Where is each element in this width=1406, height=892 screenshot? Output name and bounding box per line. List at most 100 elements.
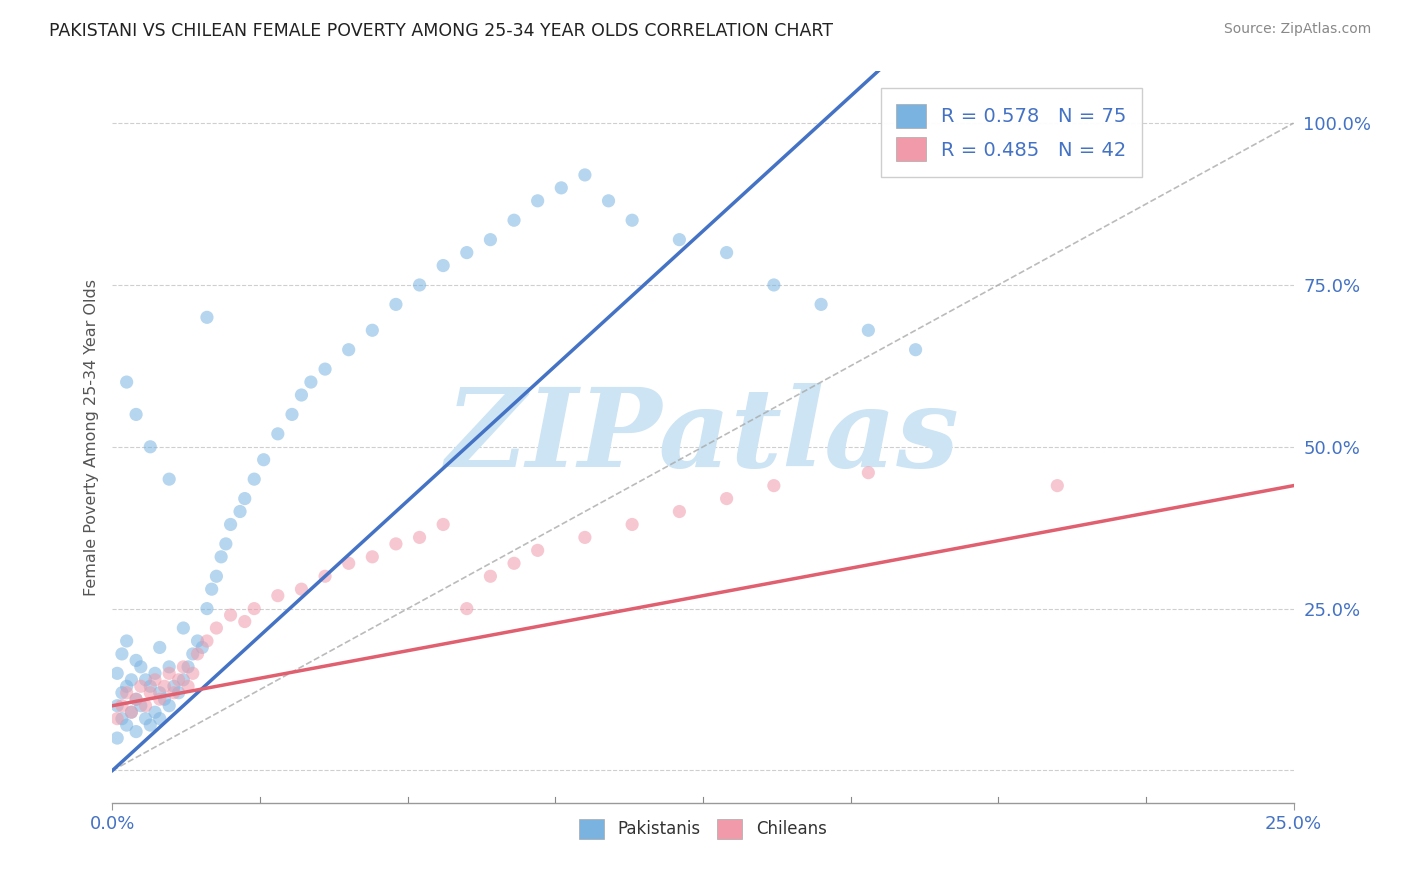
Point [716, 245, 738, 260]
Point [408, 277, 430, 292]
Point [205, 621, 228, 635]
Y-axis label: Female Poverty Among 25-34 Year Olds: Female Poverty Among 25-34 Year Olds [83, 278, 98, 596]
Point [432, 259, 454, 273]
Point [904, 343, 927, 357]
Point [163, 686, 186, 700]
Point [111, 712, 134, 726]
Point [111, 698, 134, 713]
Point [135, 698, 157, 713]
Point [195, 634, 218, 648]
Point [858, 323, 880, 337]
Point [105, 731, 128, 745]
Point [456, 245, 478, 260]
Point [172, 673, 194, 687]
Text: Source: ZipAtlas.com: Source: ZipAtlas.com [1223, 22, 1371, 37]
Point [337, 557, 360, 571]
Point [167, 686, 190, 700]
Point [139, 440, 162, 454]
Point [432, 517, 454, 532]
Point [598, 194, 620, 208]
Point [385, 297, 408, 311]
Point [143, 705, 166, 719]
Point [668, 504, 690, 518]
Point [361, 323, 384, 337]
Point [503, 213, 526, 227]
Point [115, 718, 138, 732]
Point [281, 408, 304, 422]
Point [149, 686, 172, 700]
Point [290, 582, 312, 597]
Point [149, 712, 172, 726]
Point [125, 692, 148, 706]
Point [157, 472, 180, 486]
Point [621, 517, 644, 532]
Point [243, 472, 266, 486]
Point [267, 426, 290, 441]
Point [219, 608, 242, 623]
Point [267, 589, 290, 603]
Point [574, 530, 596, 544]
Point [143, 673, 166, 687]
Point [233, 491, 256, 506]
Point [229, 504, 252, 518]
Point [177, 660, 200, 674]
Point [135, 673, 157, 687]
Point [337, 343, 360, 357]
Point [526, 543, 548, 558]
Point [172, 621, 194, 635]
Point [668, 233, 690, 247]
Point [201, 582, 224, 597]
Point [149, 692, 172, 706]
Point [243, 601, 266, 615]
Point [253, 452, 276, 467]
Point [139, 686, 162, 700]
Point [111, 647, 134, 661]
Point [215, 537, 238, 551]
Point [621, 213, 644, 227]
Point [479, 233, 502, 247]
Point [574, 168, 596, 182]
Point [1046, 478, 1069, 492]
Point [408, 530, 430, 544]
Point [129, 660, 152, 674]
Point [550, 181, 572, 195]
Point [181, 666, 204, 681]
Point [105, 712, 128, 726]
Point [125, 653, 148, 667]
Point [172, 660, 194, 674]
Point [115, 375, 138, 389]
Point [115, 686, 138, 700]
Point [314, 569, 336, 583]
Point [479, 569, 502, 583]
Point [177, 679, 200, 693]
Point [115, 679, 138, 693]
Point [157, 660, 180, 674]
Point [129, 698, 152, 713]
Point [153, 692, 176, 706]
Point [299, 375, 322, 389]
Point [290, 388, 312, 402]
Point [157, 666, 180, 681]
Point [125, 692, 148, 706]
Point [143, 666, 166, 681]
Text: ZIPatlas: ZIPatlas [446, 384, 960, 491]
Point [105, 698, 128, 713]
Point [153, 679, 176, 693]
Point [456, 601, 478, 615]
Point [186, 634, 208, 648]
Point [115, 634, 138, 648]
Point [716, 491, 738, 506]
Point [186, 647, 208, 661]
Point [120, 673, 142, 687]
Point [858, 466, 880, 480]
Point [135, 712, 157, 726]
Point [157, 698, 180, 713]
Point [195, 310, 218, 325]
Point [139, 679, 162, 693]
Point [810, 297, 832, 311]
Point [219, 517, 242, 532]
Point [111, 686, 134, 700]
Point [314, 362, 336, 376]
Point [526, 194, 548, 208]
Point [191, 640, 214, 655]
